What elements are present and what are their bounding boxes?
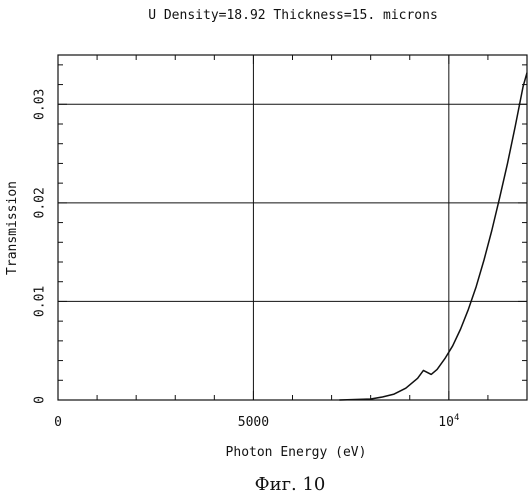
series-line	[339, 73, 527, 400]
x-tick-power-label: 104	[438, 413, 459, 430]
x-tick-power-base: 10	[438, 415, 454, 430]
grid-lines	[58, 55, 527, 400]
y-tick-label: 0.03	[33, 89, 48, 120]
plot-frame	[58, 55, 527, 400]
y-axis-label: Transmission	[5, 181, 20, 275]
y-tick-label: 0.01	[33, 286, 48, 317]
x-axis-label: Photon Energy (eV)	[226, 445, 367, 460]
y-tick-label: 0.02	[33, 187, 48, 218]
x-tick-labels: 104 0 5000	[54, 413, 459, 430]
series-layer	[339, 73, 527, 400]
x-tick-label: 0	[54, 415, 62, 430]
y-tick-labels: 0 0.01 0.02 0.03	[33, 89, 48, 404]
x-tick-label: 5000	[238, 415, 269, 430]
figure-caption: Фиг. 10	[255, 474, 326, 495]
y-tick-label: 0	[33, 396, 48, 404]
x-tick-power-exponent: 4	[454, 413, 459, 423]
axis-ticks	[58, 55, 527, 400]
chart-title: U Density=18.92 Thickness=15. microns	[148, 8, 438, 23]
